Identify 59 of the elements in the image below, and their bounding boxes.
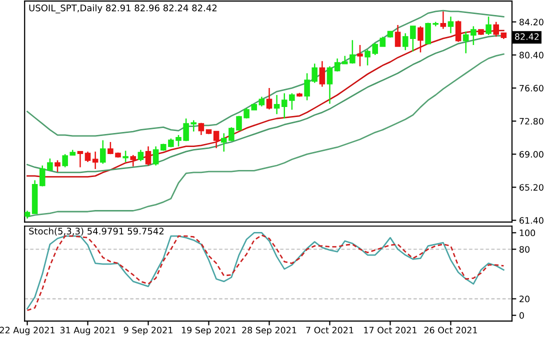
candlestick xyxy=(70,149,76,156)
candlestick xyxy=(130,154,136,167)
candlestick xyxy=(357,44,363,67)
y-tick-label: 20 xyxy=(520,296,530,302)
candlestick xyxy=(54,160,60,173)
x-tick-label: 22 Aug 2021 xyxy=(0,326,54,336)
candlestick xyxy=(84,150,91,163)
line-series xyxy=(26,53,504,218)
candlestick xyxy=(387,30,394,38)
candlestick xyxy=(394,24,401,48)
y-tick-label: 84.20 xyxy=(520,18,544,26)
candlestick xyxy=(138,149,144,162)
candlestick xyxy=(100,140,106,164)
candlestick xyxy=(440,10,446,30)
x-tick-label: 31 Aug 2021 xyxy=(60,326,115,336)
candlestick xyxy=(455,20,462,43)
candlestick xyxy=(32,180,38,214)
y-tick-label: 80.40 xyxy=(520,52,544,58)
candlestick xyxy=(213,130,220,149)
candlestick xyxy=(326,66,333,104)
candlestick xyxy=(145,146,152,166)
candlestick xyxy=(24,210,30,220)
candlestick xyxy=(319,60,326,88)
candlestick xyxy=(448,16,454,34)
chart-title: USOIL_SPT,Daily 82.91 82.96 82.24 82.42 xyxy=(29,4,217,14)
chart-title: Stoch(5,3,3) 54.9791 59.7542 xyxy=(29,228,164,236)
y-tick-label: 0 xyxy=(520,312,524,319)
candlestick xyxy=(198,122,204,136)
candlestick xyxy=(334,58,340,72)
candlestick xyxy=(274,94,280,115)
candlestick xyxy=(500,32,507,40)
candlestick xyxy=(152,146,159,166)
y-tick-label: 69.00 xyxy=(520,151,544,158)
candlestick xyxy=(266,87,272,110)
x-tick-label: 9 Sep 2021 xyxy=(124,326,172,336)
y-tick-label: 100 xyxy=(520,230,536,236)
x-tick-label: 17 Oct 2021 xyxy=(364,326,416,334)
x-tick-label: 28 Sep 2021 xyxy=(242,326,296,336)
candlestick xyxy=(92,150,98,170)
y-tick-label: 65.20 xyxy=(520,184,544,191)
candlestick xyxy=(122,150,128,163)
annotation: 82.42 xyxy=(515,33,539,40)
candlestick xyxy=(296,92,302,98)
candlestick xyxy=(258,96,265,107)
y-tick-label: 80 xyxy=(520,246,530,253)
x-tick-label: 7 Oct 2021 xyxy=(306,326,354,334)
candlestick xyxy=(77,150,84,168)
x-tick-label: 19 Sep 2021 xyxy=(182,326,236,336)
x-tick-label: 26 Oct 2021 xyxy=(424,326,477,334)
candlestick xyxy=(493,21,500,38)
candlestick xyxy=(206,128,212,135)
candlestick xyxy=(486,16,492,36)
y-tick-label: 72.80 xyxy=(520,118,544,125)
candlestick xyxy=(380,36,386,48)
candlestick xyxy=(62,154,68,168)
candlestick xyxy=(478,28,484,36)
y-tick-label: 76.60 xyxy=(520,84,544,92)
candlestick xyxy=(418,26,424,53)
y-tick-label: 61.40 xyxy=(520,217,544,224)
